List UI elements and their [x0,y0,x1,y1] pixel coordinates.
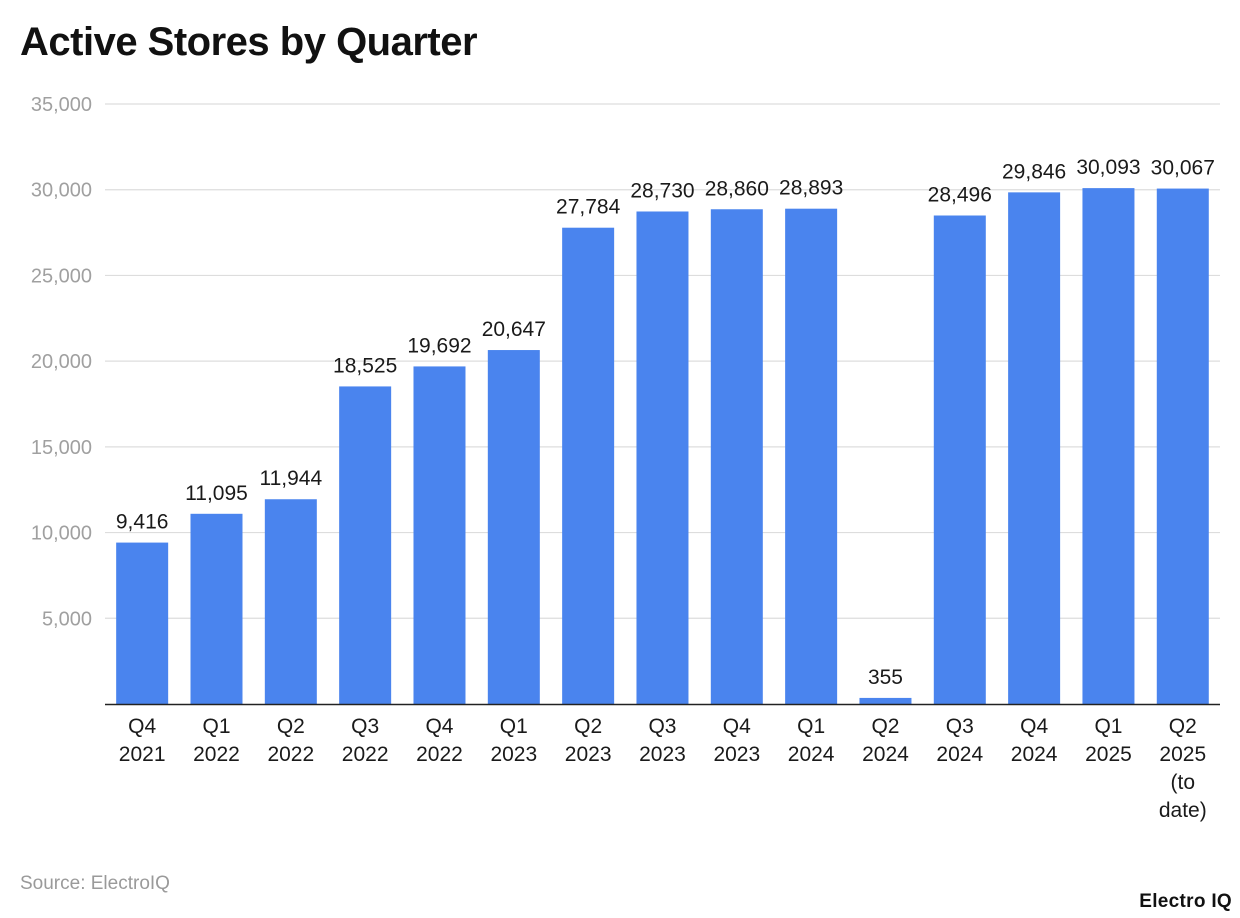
x-tick-label-line: 2023 [565,743,612,766]
bar [487,350,540,704]
x-tick-label-line: 2023 [639,743,686,766]
x-tick-label-line: 2023 [713,743,760,766]
y-tick-label: 10,000 [31,523,92,545]
x-tick-label-line: Q2 [574,715,602,738]
bar [190,513,243,704]
x-tick-label-line: Q4 [128,715,156,738]
x-tick-label: Q1 2022 [193,715,240,766]
x-tick-label: Q4 2024 [1011,715,1058,766]
data-label: 11,944 [259,467,322,490]
source-note: Source: ElectroIQ [20,873,170,894]
x-axis-ticks: Q4 2021 Q1 2022 Q2 2022 Q3 2022 Q4 2022 Q1 2023 Q2 20… [119,715,1207,822]
data-label: 29,846 [1002,160,1066,183]
x-tick-label-line: 2021 [119,743,166,766]
data-label: 20,647 [482,318,546,341]
y-axis-ticks: 5,000 10,000 15,000 20,000 25,000 30,000 35,00… [31,94,92,630]
bar [413,366,466,704]
x-tick-label-line: Q3 [946,715,974,738]
x-tick-label-line: Q4 [723,715,751,738]
x-tick-label-line: 2024 [788,743,835,766]
bars [116,188,1209,705]
x-tick-label-line: Q1 [797,715,825,738]
x-tick-label-line: 2024 [936,743,983,766]
x-tick-label-line: Q4 [425,715,453,738]
x-tick-label-line: 2022 [267,743,314,766]
x-tick-label: Q2 2022 [267,715,314,766]
x-tick-label-line: Q3 [351,715,379,738]
x-tick-label: Q3 2024 [936,715,983,766]
bar [1156,188,1209,704]
data-label: 30,093 [1076,156,1140,179]
x-tick-label: Q2 2025 (to date) [1159,715,1207,822]
brand-logo: Electro IQ [1139,891,1232,912]
x-tick-label-line: date) [1159,799,1207,822]
x-tick-label-line: Q3 [648,715,676,738]
x-tick-label: Q4 2022 [416,715,463,766]
data-label: 11,095 [185,482,248,505]
y-tick-label: 30,000 [31,180,92,202]
x-tick-label-line: Q2 [277,715,305,738]
x-tick-label: Q4 2021 [119,715,166,766]
y-tick-label: 35,000 [31,94,92,116]
bar [339,386,392,704]
data-label: 28,860 [705,177,769,200]
data-labels: 9,416 11,095 11,944 18,525 19,692 20,647 27,78… [116,156,1215,689]
x-tick-label: Q1 2025 [1085,715,1132,766]
bar [636,211,689,704]
x-tick-label: Q2 2024 [862,715,909,766]
x-tick-label-line: Q2 [1169,715,1197,738]
bar [710,209,763,704]
bar [116,542,169,704]
data-label: 9,416 [116,511,169,534]
x-tick-label-line: 2024 [1011,743,1058,766]
x-tick-label-line: Q4 [1020,715,1048,738]
x-tick-label-line: (to [1171,771,1196,794]
x-tick-label-line: 2025 [1085,743,1132,766]
x-tick-label-line: 2022 [342,743,389,766]
x-tick-label-line: 2022 [193,743,240,766]
x-tick-label-line: 2024 [862,743,909,766]
x-tick-label-line: Q1 [1094,715,1122,738]
y-tick-label: 15,000 [31,437,92,459]
bar [264,499,317,704]
data-label: 19,692 [407,334,471,357]
x-tick-label-line: Q2 [871,715,899,738]
bar [562,227,615,704]
x-tick-label: Q3 2023 [639,715,686,766]
x-tick-label: Q1 2023 [490,715,537,766]
data-label: 30,067 [1151,157,1215,180]
x-tick-label: Q3 2022 [342,715,389,766]
y-tick-label: 20,000 [31,351,92,373]
y-tick-label: 25,000 [31,265,92,287]
data-label: 18,525 [333,354,397,377]
data-label: 355 [868,666,903,689]
y-tick-label: 5,000 [42,608,92,630]
x-tick-label-line: 2022 [416,743,463,766]
bar [859,697,912,704]
data-label: 28,730 [630,179,694,202]
bar [1082,188,1135,704]
x-tick-label: Q2 2023 [565,715,612,766]
x-tick-label-line: Q1 [202,715,230,738]
data-label: 28,893 [779,177,843,200]
chart-title: Active Stores by Quarter [20,20,478,64]
x-tick-label-line: 2023 [490,743,537,766]
bar [933,215,986,705]
bar [1008,192,1061,704]
x-tick-label: Q4 2023 [713,715,760,766]
x-tick-label-line: Q1 [500,715,528,738]
x-tick-label: Q1 2024 [788,715,835,766]
data-label: 28,496 [928,183,992,206]
x-tick-label-line: 2025 [1159,743,1206,766]
bar [785,208,838,705]
data-label: 27,784 [556,196,621,219]
